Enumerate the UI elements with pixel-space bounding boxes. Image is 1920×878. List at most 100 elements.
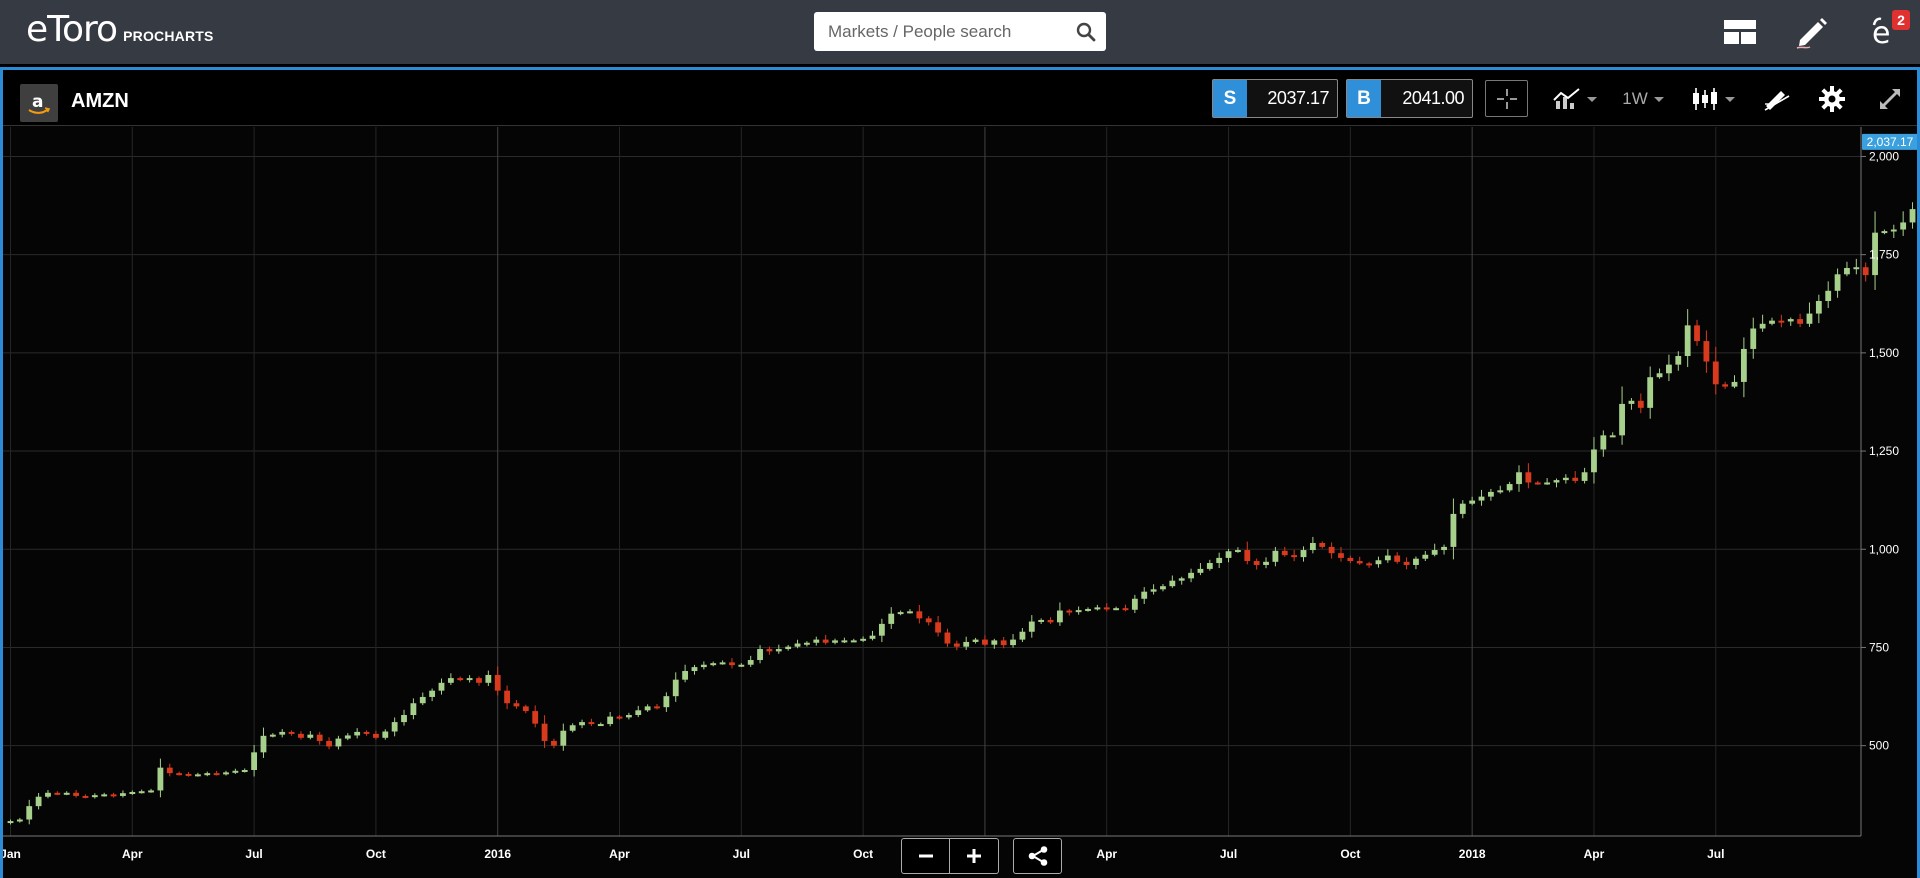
candle-body — [1740, 348, 1747, 382]
candle — [869, 630, 876, 641]
candle-body — [1872, 232, 1878, 276]
price-chart[interactable]: 500 750 1,000 1,250 1,500 1,750 2,000 Jan Apr Ju… — [3, 127, 1917, 878]
candle — [1469, 496, 1476, 506]
buy-button[interactable]: B 2041.00 — [1346, 79, 1473, 118]
candle — [1431, 543, 1438, 557]
candle — [897, 610, 904, 616]
search-icon[interactable] — [1076, 22, 1096, 42]
candle — [747, 655, 754, 668]
crosshair-button[interactable] — [1485, 80, 1528, 117]
candle — [1047, 617, 1054, 624]
candle — [110, 792, 117, 798]
candle — [45, 790, 51, 799]
layout-icon[interactable] — [1722, 14, 1758, 50]
candle — [963, 636, 970, 650]
candle — [804, 641, 810, 647]
x-tick-label: Oct — [366, 847, 386, 861]
candle-body — [775, 649, 782, 652]
share-button[interactable] — [1013, 838, 1062, 874]
candle-body — [1750, 328, 1757, 349]
candle — [194, 772, 201, 777]
candle-body — [1122, 608, 1129, 611]
candle — [1160, 584, 1166, 592]
candle — [1703, 330, 1710, 373]
candle — [1544, 478, 1551, 485]
candle-body — [1684, 325, 1691, 357]
candle — [1619, 386, 1625, 445]
etoro-logo[interactable]: eToro PROCHARTS — [26, 10, 214, 50]
candle — [1516, 465, 1522, 492]
x-tick-label: Jul — [1220, 847, 1237, 861]
candle-body — [1141, 591, 1148, 599]
settings-button[interactable] — [1815, 82, 1849, 116]
search-box[interactable] — [814, 12, 1106, 51]
candle — [597, 722, 604, 727]
candle-body — [897, 612, 904, 615]
candle-body — [1291, 555, 1298, 558]
search-input[interactable] — [814, 12, 1054, 51]
candle-body — [1834, 274, 1841, 291]
timeframe-label: 1W — [1622, 89, 1648, 108]
candle-body — [878, 623, 885, 636]
candle-body — [1056, 610, 1063, 623]
candle — [213, 770, 220, 776]
candle — [1028, 615, 1035, 638]
gear-icon — [1819, 86, 1845, 112]
candle — [1900, 211, 1907, 236]
candle — [944, 628, 951, 647]
buy-price: 2041.00 — [1402, 88, 1464, 108]
candle — [1366, 561, 1372, 568]
pencil-icon[interactable] — [1794, 14, 1830, 50]
candle-body — [953, 643, 960, 647]
chart-type-dropdown[interactable] — [1687, 82, 1739, 116]
candle-body — [757, 649, 763, 661]
candle — [1197, 563, 1204, 576]
candle — [1759, 314, 1766, 332]
candle-body — [344, 735, 351, 739]
candle — [148, 788, 154, 793]
candle-body — [860, 638, 867, 641]
candle-body — [185, 773, 192, 776]
candle — [1225, 548, 1232, 563]
timeframe-dropdown[interactable]: 1W — [1621, 82, 1665, 116]
candle-body — [944, 632, 951, 644]
etoro-notifications-icon[interactable]: e 2 — [1868, 10, 1910, 50]
candle — [410, 698, 417, 720]
candle-body — [1656, 373, 1663, 378]
candle-body — [1703, 341, 1710, 362]
buy-label: B — [1347, 80, 1381, 117]
candle — [73, 789, 79, 798]
candle — [1141, 587, 1148, 605]
drawing-tools-button[interactable] — [1760, 82, 1794, 116]
current-price-tag: 2,037.17 — [1862, 133, 1917, 150]
zoom-in-button[interactable] — [950, 838, 999, 874]
candle-body — [176, 773, 183, 776]
candle-body — [635, 710, 642, 716]
candle — [401, 709, 407, 726]
candle-body — [326, 740, 332, 747]
candle — [1206, 559, 1213, 571]
candle — [532, 705, 539, 728]
candle-body — [1150, 589, 1157, 592]
zoom-out-button[interactable] — [901, 838, 950, 874]
candlestick-series — [7, 202, 1916, 825]
candle — [1666, 354, 1672, 382]
candle-body — [1806, 313, 1813, 324]
candle — [1562, 474, 1569, 484]
indicators-dropdown[interactable] — [1549, 82, 1601, 116]
candle — [925, 616, 932, 626]
sell-button[interactable]: S 2037.17 — [1212, 79, 1338, 118]
candle-body — [794, 643, 801, 647]
candle-body — [644, 706, 651, 711]
candle-body — [1815, 301, 1822, 314]
candle-body — [832, 640, 838, 643]
candle — [1740, 337, 1747, 398]
fullscreen-button[interactable] — [1873, 82, 1907, 116]
candle — [569, 723, 576, 733]
candle — [1731, 375, 1738, 389]
candle-body — [513, 703, 520, 707]
expand-icon — [1880, 89, 1900, 109]
candle-body — [1366, 563, 1372, 566]
candle-body — [401, 715, 407, 723]
candle — [1103, 603, 1110, 612]
